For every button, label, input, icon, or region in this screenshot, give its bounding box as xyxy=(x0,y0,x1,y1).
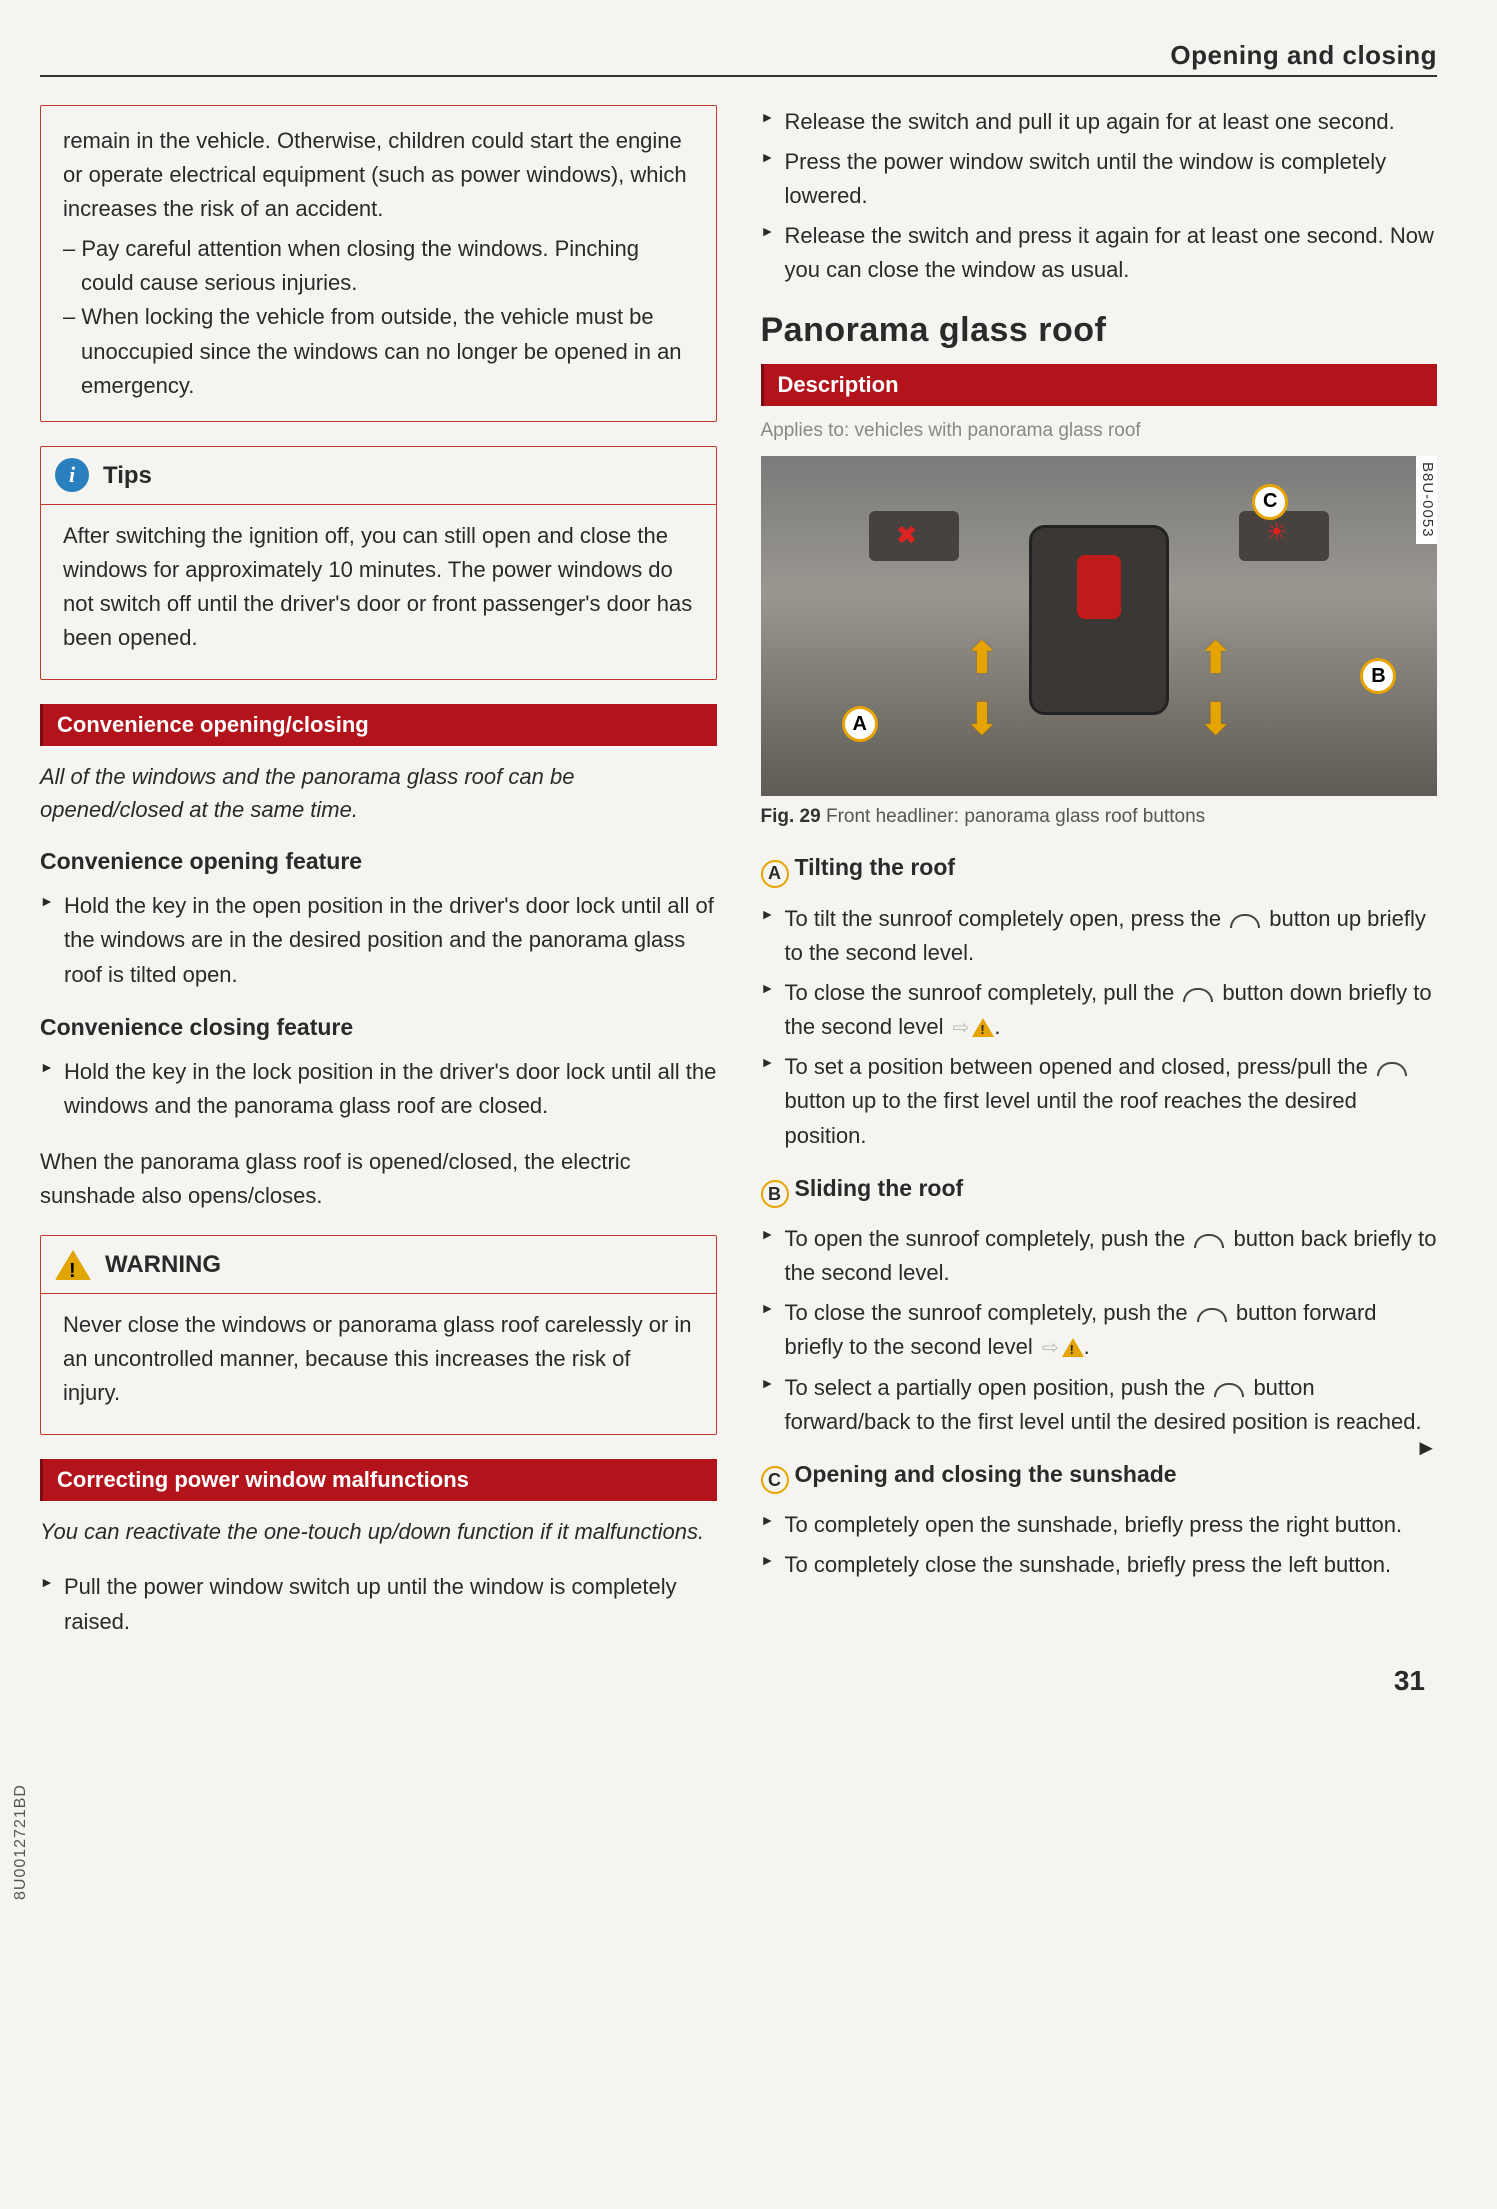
warning-icon xyxy=(55,1250,91,1280)
tilting-list: To tilt the sunroof completely open, pre… xyxy=(761,902,1438,1153)
heading-sliding-text: Sliding the roof xyxy=(795,1175,964,1201)
box1-dash1: – Pay careful attention when closing the… xyxy=(63,232,694,300)
heading-description: Description xyxy=(761,364,1438,406)
sunroof-icon xyxy=(1183,988,1213,1002)
sunroof-icon xyxy=(1377,1062,1407,1076)
section-panorama: Panorama glass roof xyxy=(761,311,1438,350)
slide-2: To close the sunroof completely, push th… xyxy=(761,1296,1438,1364)
sunshade-2: To completely close the sunshade, briefl… xyxy=(761,1548,1438,1582)
circle-a-icon: A xyxy=(761,860,789,888)
figure-code: B8U-0053 xyxy=(1416,456,1437,544)
heading-tilting: ATilting the roof xyxy=(761,854,1438,888)
heading-sunshade-text: Opening and closing the sunshade xyxy=(795,1461,1177,1487)
heading-conv-close: Convenience closing feature xyxy=(40,1014,717,1041)
warning-continuation-box: remain in the vehicle. Otherwise, childr… xyxy=(40,105,717,422)
slide-1: To open the sunroof completely, push the… xyxy=(761,1222,1438,1290)
tips-body: After switching the ignition off, you ca… xyxy=(63,519,694,655)
warning-body: Never close the windows or panorama glas… xyxy=(63,1308,694,1410)
slide-2a: To close the sunroof completely, push th… xyxy=(785,1300,1194,1325)
figure-caption-num: Fig. 29 xyxy=(761,806,821,827)
sunshade-1: To completely open the sunshade, briefly… xyxy=(761,1508,1438,1542)
tilt-1a: To tilt the sunroof completely open, pre… xyxy=(785,906,1228,931)
page-number: 31 xyxy=(1394,1665,1425,1697)
conv-close-item: Hold the key in the lock position in the… xyxy=(40,1055,717,1123)
heading-sunshade: COpening and closing the sunshade xyxy=(761,1461,1438,1495)
mal-cont-3: Release the switch and press it again fo… xyxy=(761,219,1438,287)
warning-label: WARNING xyxy=(105,1246,221,1283)
fig-arrow-up-2: ⬆ xyxy=(1197,633,1234,684)
tips-header: i Tips xyxy=(41,447,716,505)
tilt-3: To set a position between opened and clo… xyxy=(761,1050,1438,1152)
figure-image: B8U-0053 ⬆ ⬆ ⬇ ⬇ A B C xyxy=(761,456,1438,796)
box1-p1: remain in the vehicle. Otherwise, childr… xyxy=(63,124,694,226)
callout-a: A xyxy=(842,706,878,742)
sunroof-icon xyxy=(1230,914,1260,928)
mini-warning-icon xyxy=(972,1018,994,1037)
heading-conv-open: Convenience opening feature xyxy=(40,848,717,875)
heading-tilting-text: Tilting the roof xyxy=(795,854,956,880)
sunroof-icon xyxy=(1214,1383,1244,1397)
callout-c: C xyxy=(1252,484,1288,520)
mal-cont-2: Press the power window switch until the … xyxy=(761,145,1438,213)
warning-header: WARNING xyxy=(41,1236,716,1294)
tilt-3a: To set a position between opened and clo… xyxy=(785,1054,1375,1079)
tilt-3b: button up to the first level until the r… xyxy=(785,1088,1357,1147)
fig-arrow-up-1: ⬆ xyxy=(963,633,1000,684)
mini-warning-icon xyxy=(1062,1338,1084,1357)
applies-to: Applies to: vehicles with panorama glass… xyxy=(761,420,1438,442)
doc-side-code: 8U0012721BD xyxy=(12,1784,30,1900)
tips-box: i Tips After switching the ignition off,… xyxy=(40,446,717,681)
fig-arrow-down-1: ⬇ xyxy=(963,694,1000,745)
page-header: Opening and closing xyxy=(40,40,1437,77)
conv-open-item: Hold the key in the open position in the… xyxy=(40,889,717,991)
continuation-arrow-icon: ► xyxy=(1415,1435,1437,1461)
sunshade-list: To completely open the sunshade, briefly… xyxy=(761,1508,1438,1582)
sunroof-icon xyxy=(1197,1308,1227,1322)
conv-open-list: Hold the key in the open position in the… xyxy=(40,889,717,991)
sunroof-icon xyxy=(1194,1234,1224,1248)
link-arrow-icon: ⇨ xyxy=(1042,1337,1059,1359)
tips-label: Tips xyxy=(103,457,152,494)
sliding-list: To open the sunroof completely, push the… xyxy=(761,1222,1438,1439)
conv-close-list: Hold the key in the lock position in the… xyxy=(40,1055,717,1123)
convenience-lead: All of the windows and the panorama glas… xyxy=(40,760,717,826)
heading-malfunction: Correcting power window malfunctions xyxy=(40,1459,717,1501)
slide-3a: To select a partially open position, pus… xyxy=(785,1375,1212,1400)
box1-dash2: – When locking the vehicle from outside,… xyxy=(63,300,694,402)
malfunction-list: Pull the power window switch up until th… xyxy=(40,1570,717,1638)
callout-b: B xyxy=(1360,658,1396,694)
heading-convenience: Convenience opening/closing xyxy=(40,704,717,746)
warning-box: WARNING Never close the windows or panor… xyxy=(40,1235,717,1435)
fig-center-knob xyxy=(1029,525,1169,715)
conv-note: When the panorama glass roof is opened/c… xyxy=(40,1145,717,1213)
link-arrow-icon: ⇨ xyxy=(953,1017,970,1039)
right-column: Release the switch and pull it up again … xyxy=(761,105,1438,1661)
heading-sliding: BSliding the roof xyxy=(761,1175,1438,1209)
malfunction-list-cont: Release the switch and pull it up again … xyxy=(761,105,1438,287)
slide-3: To select a partially open position, pus… xyxy=(761,1371,1438,1439)
tilt-2a: To close the sunroof completely, pull th… xyxy=(785,980,1181,1005)
circle-b-icon: B xyxy=(761,1180,789,1208)
two-column-layout: remain in the vehicle. Otherwise, childr… xyxy=(40,105,1437,1661)
fig-right-button xyxy=(1239,511,1329,561)
figure-caption: Fig. 29 Front headliner: panorama glass … xyxy=(761,806,1438,828)
tilt-1: To tilt the sunroof completely open, pre… xyxy=(761,902,1438,970)
mal-cont-1: Release the switch and pull it up again … xyxy=(761,105,1438,139)
malfunction-item: Pull the power window switch up until th… xyxy=(40,1570,717,1638)
figure-29: B8U-0053 ⬆ ⬆ ⬇ ⬇ A B C xyxy=(761,456,1438,796)
tilt-2: To close the sunroof completely, pull th… xyxy=(761,976,1438,1044)
figure-caption-text: Front headliner: panorama glass roof but… xyxy=(821,806,1205,827)
left-column: remain in the vehicle. Otherwise, childr… xyxy=(40,105,717,1661)
malfunction-lead: You can reactivate the one-touch up/down… xyxy=(40,1515,717,1548)
fig-arrow-down-2: ⬇ xyxy=(1197,694,1234,745)
circle-c-icon: C xyxy=(761,1466,789,1494)
info-icon: i xyxy=(55,458,89,492)
slide-1a: To open the sunroof completely, push the xyxy=(785,1226,1192,1251)
fig-left-button xyxy=(869,511,959,561)
